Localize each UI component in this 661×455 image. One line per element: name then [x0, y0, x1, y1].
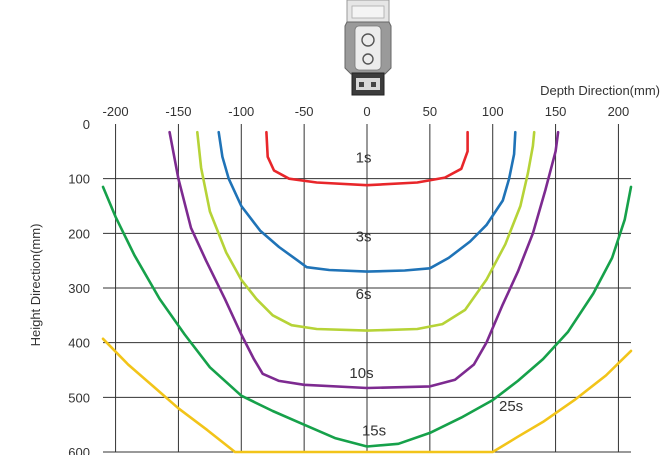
y-tick-label: 0 — [83, 117, 90, 132]
sensor-device-icon — [344, 0, 392, 96]
x-tick-label: 100 — [482, 104, 504, 119]
y-tick-labels: 0 100 200 300 400 500 600 — [68, 117, 90, 455]
x-tick-label: 150 — [545, 104, 567, 119]
curve-label-1s: 1s — [356, 149, 372, 166]
curve-15s — [101, 185, 633, 448]
y-tick-label: 100 — [68, 172, 90, 187]
curve-label-10s: 10s — [349, 365, 373, 382]
y-tick-label: 200 — [68, 226, 90, 241]
curve-1s — [265, 130, 469, 187]
y-axis-title: Height Direction(mm) — [28, 224, 43, 347]
y-tick-label: 400 — [68, 336, 90, 351]
curve-3s — [217, 130, 517, 273]
curve-6s — [196, 130, 536, 332]
curve-label-25s: 25s — [499, 398, 523, 415]
x-tick-label: 50 — [423, 104, 437, 119]
curve-25s — [101, 337, 633, 454]
x-tick-label: 200 — [608, 104, 630, 119]
y-tick-label: 600 — [68, 445, 90, 455]
y-tick-label: 500 — [68, 390, 90, 405]
curve-label-15s: 15s — [362, 423, 386, 440]
curve-label-6s: 6s — [356, 286, 372, 303]
x-tick-label: 0 — [363, 104, 370, 119]
x-tick-label: -200 — [103, 104, 129, 119]
curve-label-3s: 3s — [356, 229, 372, 246]
curve-labels: 1s 3s 6s 10s 15s 25s — [349, 149, 523, 439]
x-tick-label: -150 — [165, 104, 191, 119]
curve-10s — [168, 130, 560, 390]
x-tick-labels: -200 -150 -100 -50 0 50 100 150 200 — [103, 104, 630, 119]
curves — [101, 130, 633, 454]
x-tick-label: -100 — [228, 104, 254, 119]
y-tick-label: 300 — [68, 281, 90, 296]
grid-lines — [103, 124, 631, 453]
x-axis-title: Depth Direction(mm) — [540, 83, 660, 98]
x-tick-label: -50 — [295, 104, 314, 119]
